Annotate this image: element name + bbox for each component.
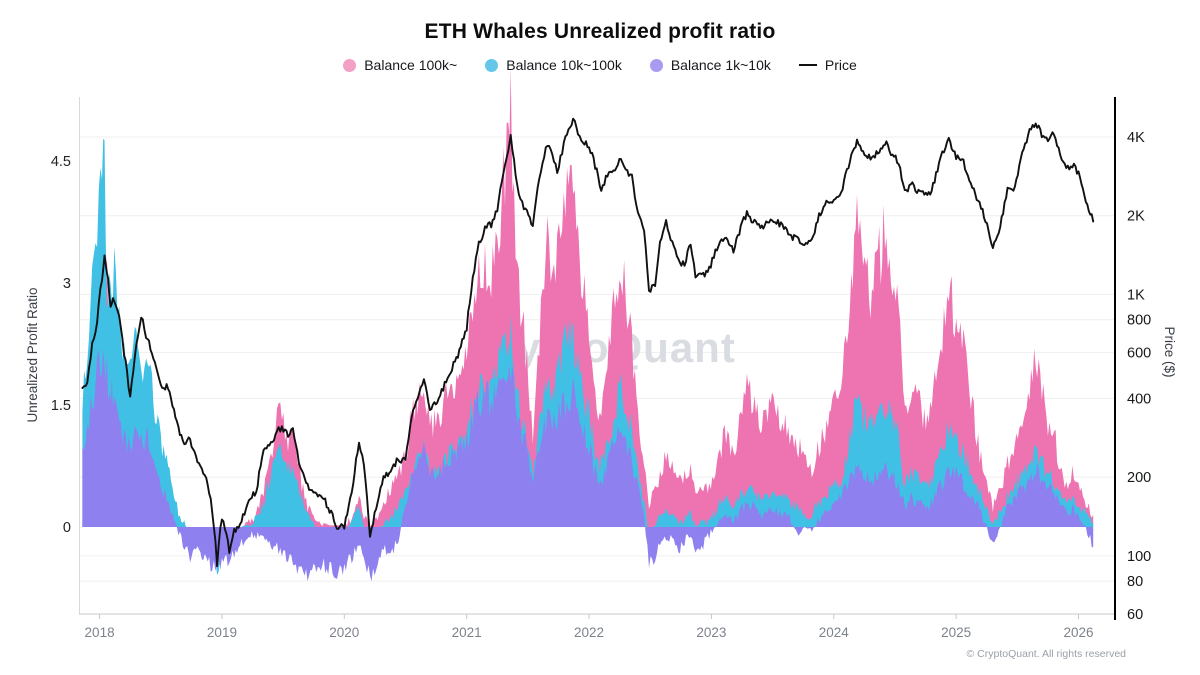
x-axis-year-label: 2022: [574, 625, 604, 640]
right-axis-tick-label: 60: [1127, 607, 1143, 623]
chart-title: ETH Whales Unrealized profit ratio: [424, 20, 776, 43]
price-line: [81, 117, 1095, 568]
area-balance-1k-10k: [82, 349, 1094, 582]
balance-1k-10k-dot-icon: [649, 58, 663, 72]
x-axis-year-label: 2024: [819, 625, 850, 640]
legend-label: Balance 10k~100k: [506, 57, 622, 73]
x-axis-year-label: 2020: [329, 625, 359, 640]
right-axis-tick-label: 100: [1127, 549, 1151, 565]
left-axis-tick-label: 0: [63, 520, 71, 536]
right-axis-tick-label: 2K: [1127, 209, 1145, 225]
left-axis-tick-label: 1.5: [51, 398, 71, 414]
x-axis-year-label: 2018: [85, 625, 115, 640]
x-axis-year-label: 2025: [941, 625, 971, 640]
right-axis-tick-label: 400: [1127, 391, 1151, 407]
chart-legend: Balance 100k~ Balance 10k~100k Balance 1k~…: [0, 57, 1200, 73]
legend-item-price[interactable]: Price: [798, 57, 857, 73]
left-axis-tick-label: 4.5: [51, 154, 71, 170]
left-axis-tick-label: 3: [63, 276, 71, 292]
price-line-swatch: [798, 64, 817, 66]
left-axis-title: Unrealized Profit Ratio: [25, 287, 40, 422]
right-axis-tick-label: 800: [1127, 313, 1151, 329]
balance-10k-100k-dot-icon: [485, 58, 499, 72]
legend-label: Balance 1k~10k: [670, 57, 771, 73]
x-axis-year-label: 2026: [1063, 625, 1093, 640]
x-axis-year-label: 2021: [452, 625, 482, 640]
legend-item-balance-100k[interactable]: Balance 100k~: [343, 57, 457, 73]
area-balance-100k-: [82, 67, 1094, 527]
right-axis-tick-label: 200: [1127, 470, 1151, 486]
legend-item-balance-1k-10k[interactable]: Balance 1k~10k: [649, 57, 771, 73]
right-axis-tick-label: 1K: [1127, 287, 1145, 303]
legend-item-balance-10k-100k[interactable]: Balance 10k~100k: [485, 57, 622, 73]
right-axis-title: Price ($): [1162, 326, 1177, 377]
legend-label: Balance 100k~: [364, 57, 458, 73]
legend-label: Price: [824, 57, 857, 73]
x-axis-year-label: 2019: [207, 625, 237, 640]
balance-100k-dot-icon: [343, 58, 357, 72]
right-axis-tick-label: 600: [1127, 345, 1151, 361]
copyright-notice: © CryptoQuant. All rights reserved: [966, 648, 1126, 660]
right-axis-tick-label: 4K: [1127, 130, 1145, 146]
x-axis-year-label: 2023: [696, 625, 726, 640]
right-axis-tick-label: 80: [1127, 574, 1143, 590]
